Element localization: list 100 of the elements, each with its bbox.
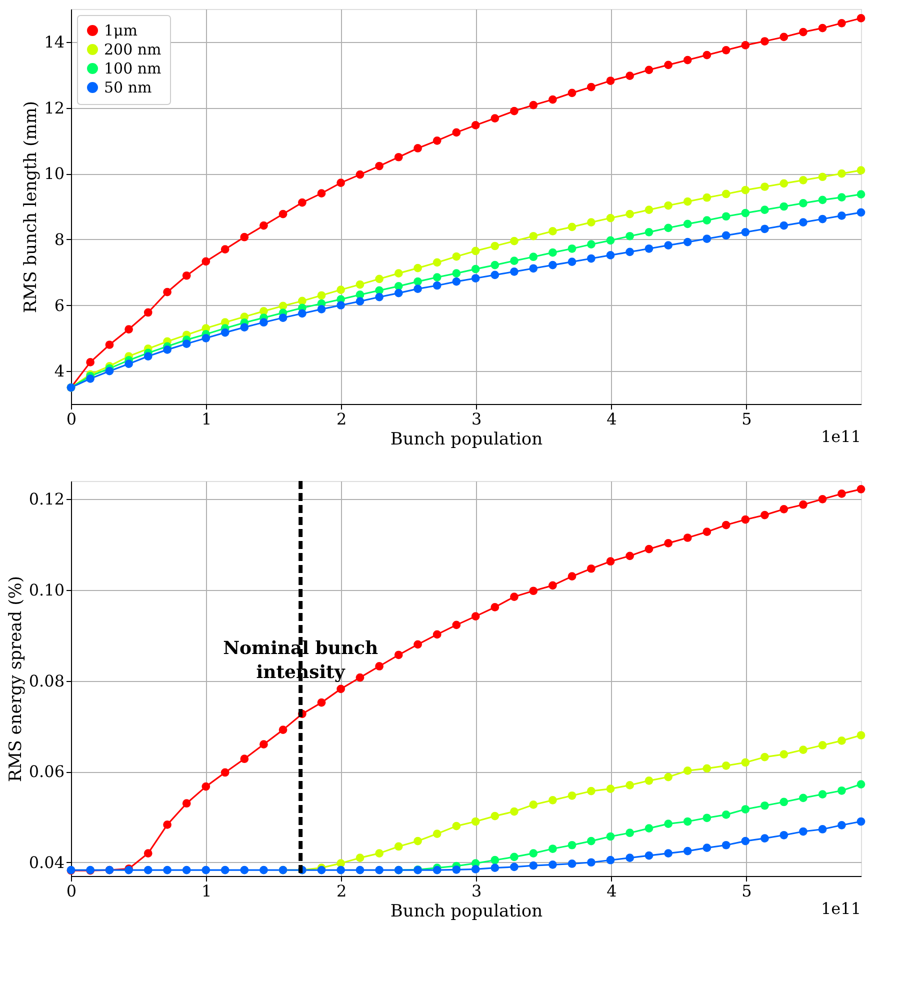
point — [548, 581, 557, 590]
point — [490, 114, 500, 122]
point — [722, 520, 730, 530]
point — [394, 650, 403, 660]
point — [741, 515, 750, 524]
point — [163, 288, 172, 296]
point — [414, 144, 422, 152]
point — [260, 221, 268, 230]
point — [722, 840, 730, 850]
point — [838, 193, 846, 202]
point — [432, 281, 442, 290]
point — [664, 60, 672, 70]
point — [683, 534, 692, 542]
point — [799, 199, 808, 208]
point — [471, 612, 480, 620]
point — [856, 731, 866, 740]
point — [144, 849, 152, 858]
point — [780, 830, 788, 840]
x-axis-title: Bunch population — [390, 430, 543, 450]
point — [818, 172, 827, 182]
point — [336, 684, 345, 694]
point — [298, 309, 306, 318]
point — [336, 286, 345, 294]
point — [144, 308, 152, 317]
point — [471, 264, 480, 274]
point — [856, 817, 866, 826]
x-tick-label: 1 — [201, 882, 212, 900]
point — [471, 121, 480, 130]
point — [356, 280, 364, 289]
point — [644, 206, 654, 214]
point — [644, 851, 654, 860]
y-tick-label: 0.08 — [28, 671, 64, 690]
point — [702, 50, 712, 60]
point — [626, 248, 634, 256]
y-axis-title: RMS bunch length (mm) — [21, 101, 42, 313]
point — [568, 840, 576, 850]
point — [510, 862, 518, 872]
point — [240, 323, 249, 332]
y-tick-label: 4 — [54, 362, 64, 381]
point — [760, 510, 769, 520]
point — [606, 856, 615, 864]
point — [626, 781, 634, 790]
point — [760, 224, 769, 234]
point — [202, 334, 210, 342]
point — [664, 772, 672, 782]
point — [722, 190, 730, 198]
point — [163, 346, 172, 354]
x-tick-label: 4 — [606, 882, 617, 900]
point — [432, 136, 442, 145]
point — [760, 801, 769, 810]
point — [644, 228, 654, 236]
y-tick-label: 0.04 — [28, 852, 64, 872]
point — [86, 374, 94, 383]
point — [202, 866, 210, 874]
point — [510, 807, 518, 816]
point — [394, 842, 403, 851]
point — [587, 82, 596, 92]
point — [760, 206, 769, 214]
point — [452, 252, 461, 261]
point — [394, 282, 403, 290]
point — [529, 800, 538, 809]
point — [780, 504, 788, 514]
point — [568, 222, 576, 232]
point — [722, 212, 730, 221]
point — [741, 186, 750, 194]
x-tick-label: 3 — [472, 882, 482, 900]
point — [799, 746, 808, 754]
point — [490, 603, 500, 612]
point — [606, 832, 615, 841]
point — [548, 860, 557, 869]
point — [741, 836, 750, 846]
point — [356, 170, 364, 179]
point — [298, 296, 306, 306]
point — [606, 784, 615, 793]
point — [702, 528, 712, 536]
point — [529, 264, 538, 273]
point — [394, 269, 403, 278]
point — [587, 218, 596, 226]
legend-label: 50 nm — [104, 78, 152, 96]
point — [568, 791, 576, 800]
point — [818, 494, 827, 504]
point — [298, 198, 306, 207]
point — [220, 245, 230, 254]
point — [587, 786, 596, 796]
point — [548, 248, 557, 257]
x-tick-label: 5 — [742, 882, 752, 900]
point — [683, 817, 692, 826]
point — [375, 162, 384, 170]
point — [124, 360, 133, 368]
x-tick-label: 0 — [66, 882, 77, 900]
point — [818, 214, 827, 224]
point — [780, 179, 788, 188]
point — [490, 270, 500, 280]
point — [163, 866, 172, 874]
point — [452, 269, 461, 278]
point — [606, 214, 615, 222]
point — [856, 14, 866, 22]
point — [510, 268, 518, 276]
point — [240, 866, 249, 874]
text: 1e11 — [820, 899, 861, 918]
